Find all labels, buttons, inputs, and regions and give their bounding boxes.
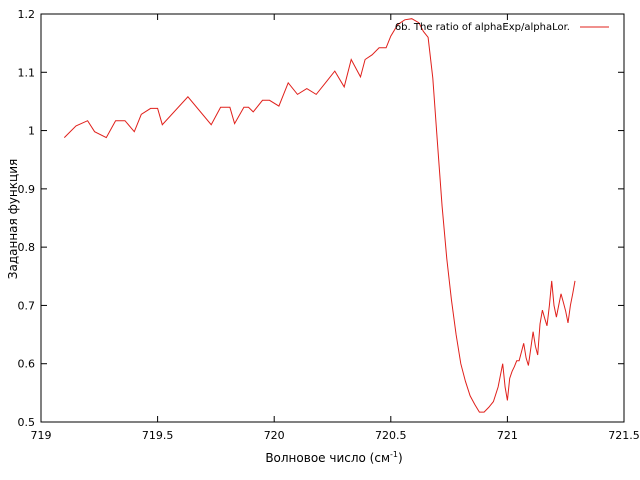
y-tick-label: 0.8	[18, 241, 36, 254]
plot-frame	[40, 13, 625, 423]
y-axis-label: Заданная функция	[6, 159, 20, 279]
x-axis-label-superscript: -1	[390, 450, 398, 459]
y-tick-labels: 0.5 0.6 0.7 0.8 0.9 1 1.1 1.2	[18, 8, 36, 429]
x-tick-label: 721	[497, 429, 518, 442]
x-tick-label: 720	[264, 429, 285, 442]
legend: 6b. The ratio of alphaExp/alphaLor.	[395, 22, 609, 33]
y-tick-label: 0.9	[18, 183, 36, 196]
x-axis-label-end: )	[398, 451, 403, 465]
y-tick-label: 1.1	[18, 66, 36, 79]
x-tick-label: 720.5	[375, 429, 407, 442]
legend-label: 6b. The ratio of alphaExp/alphaLor.	[395, 22, 570, 33]
y-tick-label: 0.6	[18, 358, 36, 371]
y-tick-label: 1.2	[18, 8, 36, 21]
x-axis-label-main: Волновое число (см	[265, 451, 390, 465]
x-tick-labels: 719 719.5 720 720.5 721 721.5	[31, 429, 640, 442]
x-tick-label: 719	[31, 429, 52, 442]
x-axis-label: Волновое число (см-1)	[265, 450, 402, 465]
x-tick-label: 719.5	[142, 429, 174, 442]
x-tick-label: 721.5	[608, 429, 640, 442]
y-tick-label: 1	[28, 125, 35, 138]
series-line	[63, 18, 576, 413]
y-tick-label: 0.7	[18, 299, 36, 312]
y-tick-label: 0.5	[18, 416, 36, 429]
axis-ticks-group	[40, 13, 625, 423]
